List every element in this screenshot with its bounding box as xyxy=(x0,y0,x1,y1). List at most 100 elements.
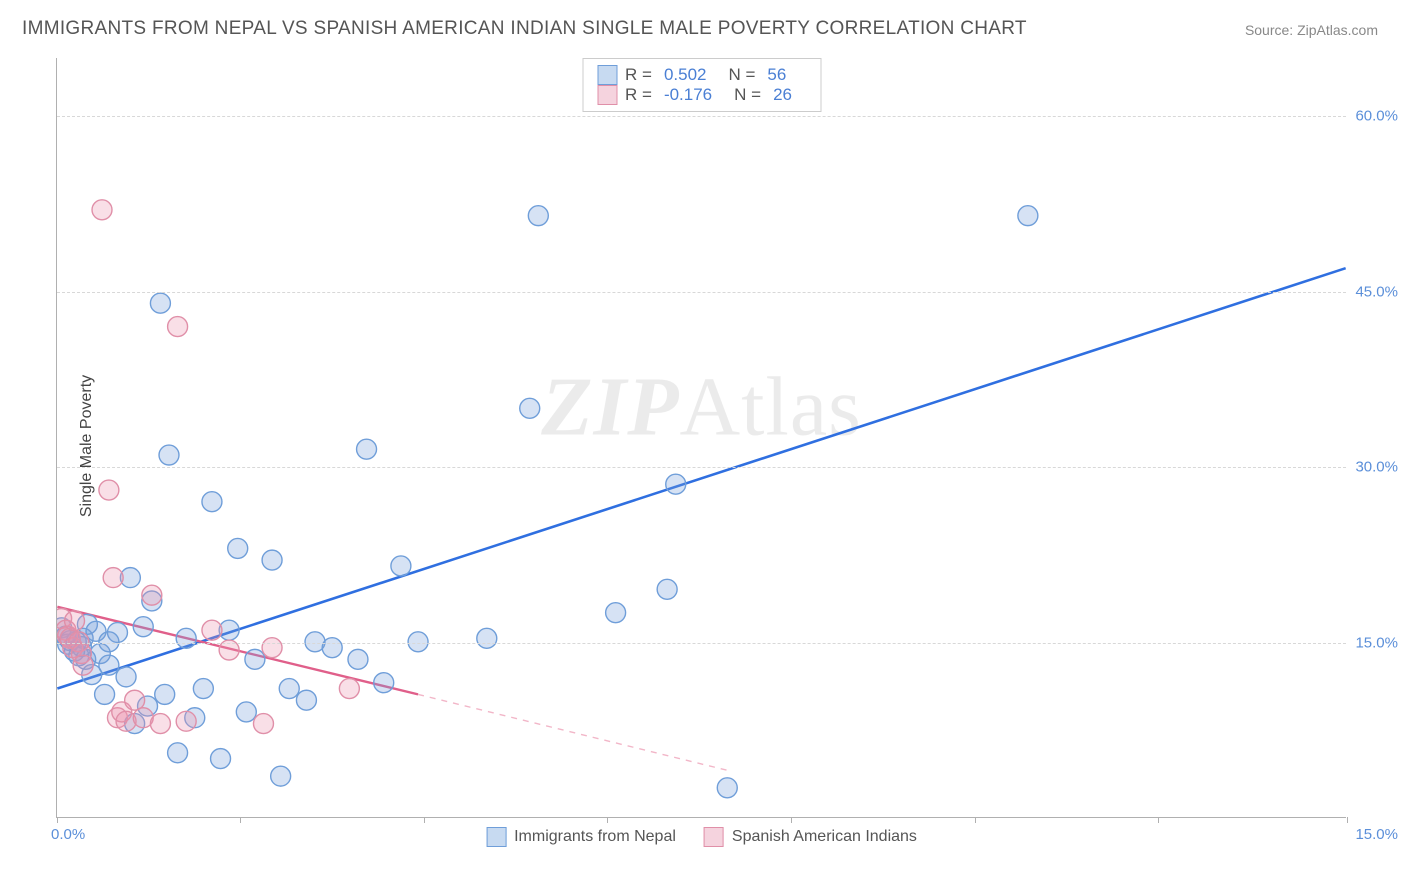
legend-stat-row: R = -0.176 N = 26 xyxy=(597,85,806,105)
data-point xyxy=(176,711,196,731)
legend-item: Spanish American Indians xyxy=(704,827,917,847)
chart-container: IMMIGRANTS FROM NEPAL VS SPANISH AMERICA… xyxy=(0,0,1406,892)
data-point xyxy=(253,714,273,734)
data-point xyxy=(116,667,136,687)
data-point xyxy=(60,628,80,648)
data-point xyxy=(606,603,626,623)
data-point xyxy=(168,317,188,337)
data-point xyxy=(73,655,93,675)
data-point xyxy=(176,628,196,648)
gridline xyxy=(57,116,1346,117)
chart-title: IMMIGRANTS FROM NEPAL VS SPANISH AMERICA… xyxy=(22,18,1027,40)
legend-n-label: N = xyxy=(728,65,755,85)
x-tick-mark xyxy=(240,817,241,823)
data-point xyxy=(57,620,76,640)
x-tick-mark xyxy=(424,817,425,823)
data-point xyxy=(82,665,102,685)
data-point xyxy=(159,445,179,465)
data-point xyxy=(271,766,291,786)
data-point xyxy=(65,641,85,661)
data-point xyxy=(112,702,132,722)
legend-r-label: R = xyxy=(625,65,652,85)
data-point xyxy=(99,655,119,675)
data-point xyxy=(211,749,231,769)
data-point xyxy=(528,206,548,226)
gridline xyxy=(57,292,1346,293)
x-tick-mark xyxy=(1158,817,1159,823)
gridline xyxy=(57,643,1346,644)
legend-item: Immigrants from Nepal xyxy=(486,827,676,847)
data-point xyxy=(57,618,72,638)
x-tick-label: 0.0% xyxy=(51,826,85,843)
data-point xyxy=(92,200,112,220)
data-point xyxy=(95,684,115,704)
legend-stats: R = 0.502 N = 56 R = -0.176 N = 26 xyxy=(582,58,821,112)
data-point xyxy=(57,609,72,629)
legend-label: Immigrants from Nepal xyxy=(514,828,676,846)
data-point xyxy=(133,617,153,637)
data-point xyxy=(133,708,153,728)
data-point xyxy=(322,638,342,658)
y-tick-label: 30.0% xyxy=(1355,459,1398,476)
data-point xyxy=(477,628,497,648)
x-tick-label: 15.0% xyxy=(1355,826,1398,843)
data-point xyxy=(666,474,686,494)
data-point xyxy=(150,293,170,313)
data-point xyxy=(150,714,170,734)
data-point xyxy=(193,679,213,699)
data-point xyxy=(202,620,222,640)
legend-series: Immigrants from Nepal Spanish American In… xyxy=(486,827,917,847)
data-point xyxy=(236,702,256,722)
x-tick-mark xyxy=(607,817,608,823)
trend-line-dashed xyxy=(418,694,727,770)
data-point xyxy=(520,398,540,418)
watermark: ZIPAtlas xyxy=(541,359,862,456)
data-point xyxy=(116,711,136,731)
legend-n-label: N = xyxy=(734,85,761,105)
data-point xyxy=(107,623,127,643)
legend-n-value: 56 xyxy=(767,65,786,85)
data-point xyxy=(279,679,299,699)
data-point xyxy=(168,743,188,763)
x-tick-mark xyxy=(791,817,792,823)
legend-swatch xyxy=(704,827,724,847)
data-point xyxy=(73,628,93,648)
data-point xyxy=(69,646,89,666)
x-tick-mark xyxy=(975,817,976,823)
legend-label: Spanish American Indians xyxy=(732,828,917,846)
data-point xyxy=(245,649,265,669)
data-point xyxy=(374,673,394,693)
trend-line xyxy=(57,607,418,695)
data-point xyxy=(348,649,368,669)
data-point xyxy=(155,684,175,704)
data-point xyxy=(296,690,316,710)
data-point xyxy=(71,644,91,664)
source-label: Source: ZipAtlas.com xyxy=(1245,22,1378,38)
data-point xyxy=(185,708,205,728)
data-point xyxy=(107,708,127,728)
data-point xyxy=(262,550,282,570)
data-point xyxy=(60,631,80,651)
legend-r-value: 0.502 xyxy=(664,65,707,85)
legend-r-label: R = xyxy=(625,85,652,105)
legend-swatch xyxy=(486,827,506,847)
trend-line xyxy=(57,268,1345,688)
data-point xyxy=(63,638,83,658)
y-tick-label: 45.0% xyxy=(1355,283,1398,300)
x-tick-mark xyxy=(57,817,58,823)
legend-r-value: -0.176 xyxy=(664,85,712,105)
data-point xyxy=(76,649,96,669)
legend-n-value: 26 xyxy=(773,85,792,105)
data-point xyxy=(142,591,162,611)
data-point xyxy=(657,579,677,599)
data-point xyxy=(99,480,119,500)
data-point xyxy=(717,778,737,798)
data-point xyxy=(58,634,78,654)
data-point xyxy=(103,568,123,588)
data-point xyxy=(90,644,110,664)
data-point xyxy=(391,556,411,576)
data-point xyxy=(1018,206,1038,226)
y-tick-label: 15.0% xyxy=(1355,634,1398,651)
data-point xyxy=(125,690,145,710)
x-tick-mark xyxy=(1347,817,1348,823)
